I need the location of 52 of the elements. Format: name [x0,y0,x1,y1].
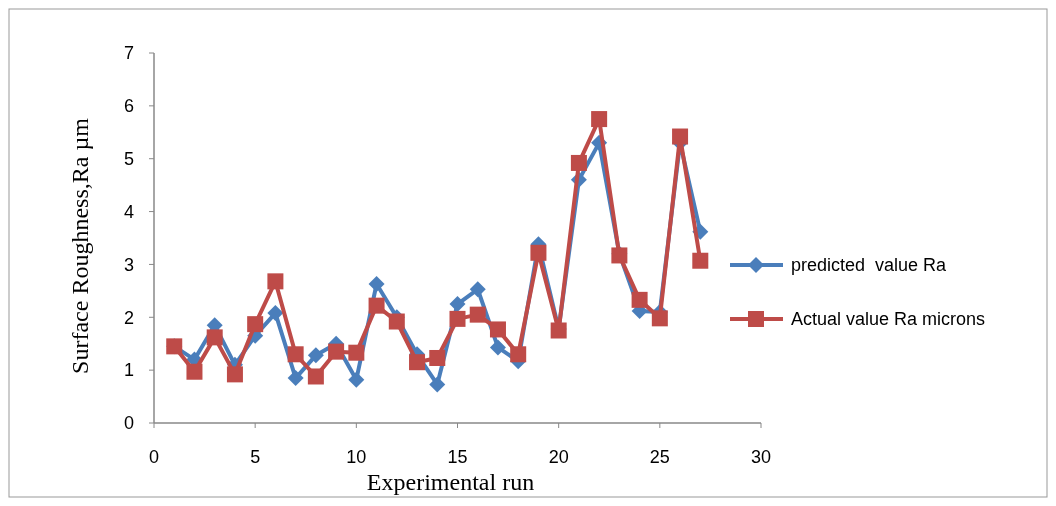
y-tick-label: 4 [123,201,134,222]
point [267,305,284,322]
point [287,346,304,363]
point [489,321,506,338]
x-tick-label: 0 [148,447,160,467]
x-axis-title: Experimental run [366,469,535,495]
point [449,310,466,327]
point [651,310,668,327]
point [368,275,385,292]
x-tick-label: 15 [447,447,468,467]
point [449,296,466,313]
point [328,343,345,360]
point [388,313,405,330]
point [409,354,426,371]
point [348,344,365,361]
point [692,252,709,269]
y-tick-label: 7 [123,43,134,64]
y-tick-label: 6 [123,96,134,117]
y-tick-label: 1 [123,360,134,381]
point [368,297,385,314]
y-tick-label: 0 [123,413,134,434]
point [307,368,324,385]
x-tick-label: 10 [346,447,367,467]
point [591,111,608,128]
point [510,346,527,363]
y-tick-label: 2 [123,307,134,328]
point [307,347,324,364]
y-tick-label: 5 [123,149,134,170]
legend-label: predicted value Ra [791,255,948,276]
x-tick-label: 20 [548,447,569,467]
point [267,273,284,290]
point [469,306,486,323]
point [631,291,648,308]
x-tick-label: 25 [649,447,670,467]
legend-label: Actual value Ra microns [791,309,986,330]
point [226,366,243,383]
point [469,281,486,298]
x-tick-label: 30 [750,447,772,467]
point [247,316,264,333]
point [489,339,506,356]
point [206,329,223,346]
point [672,128,689,145]
point [186,363,203,380]
point [570,154,587,171]
y-axis-title: Surface Roughness,Ra µm [67,117,93,374]
point [348,371,365,388]
point [429,376,446,393]
x-tick-label: 5 [250,447,261,467]
y-tick-label: 3 [123,254,134,275]
point [287,370,304,387]
point [429,349,446,366]
point [530,244,547,261]
